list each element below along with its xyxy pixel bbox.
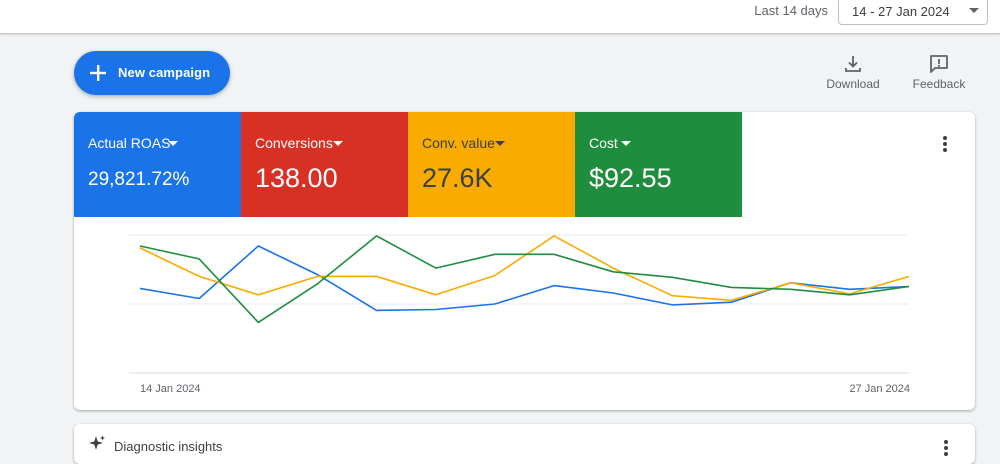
download-icon bbox=[845, 56, 861, 72]
scorecard-conversions[interactable]: Conversions 138.00 bbox=[241, 112, 408, 217]
scorecard-label: Conv. value bbox=[422, 135, 495, 151]
dropdown-arrow-icon bbox=[495, 141, 505, 146]
scorecard-label: Cost bbox=[589, 135, 618, 151]
scorecard-value: 138.00 bbox=[255, 163, 338, 193]
dropdown-arrow-icon bbox=[333, 141, 343, 146]
x-tick-label: 27 Jan 2024 bbox=[849, 383, 910, 395]
scorecard-actual-roas[interactable]: Actual ROAS 29,821.72% bbox=[74, 112, 241, 217]
performance-card: Actual ROAS 29,821.72% Conversions 138.0… bbox=[74, 112, 975, 410]
performance-chart: 14 Jan 2024 27 Jan 2024 bbox=[129, 234, 910, 395]
scorecard-conv-value[interactable]: Conv. value 27.6K bbox=[408, 112, 575, 217]
more-options-button[interactable] bbox=[936, 134, 954, 156]
top-bar: Last 14 days 14 - 27 Jan 2024 bbox=[0, 0, 1000, 34]
scorecard-cost[interactable]: Cost $92.55 bbox=[575, 112, 742, 217]
series-line-2 bbox=[139, 235, 910, 302]
feedback-button[interactable]: Feedback bbox=[904, 53, 974, 97]
date-range-value: 14 - 27 Jan 2024 bbox=[852, 4, 950, 19]
dropdown-arrow-icon bbox=[168, 141, 178, 146]
plus-icon bbox=[90, 65, 106, 81]
download-button[interactable]: Download bbox=[818, 53, 888, 97]
x-tick-label: 14 Jan 2024 bbox=[140, 383, 201, 395]
dropdown-arrow-icon bbox=[621, 141, 631, 146]
scorecard-value: $92.55 bbox=[589, 163, 672, 193]
diagnostic-insights-card: Diagnostic insights bbox=[74, 424, 975, 464]
new-campaign-button[interactable]: New campaign bbox=[74, 51, 230, 95]
date-range-select[interactable]: 14 - 27 Jan 2024 bbox=[838, 0, 988, 25]
new-campaign-label: New campaign bbox=[118, 65, 211, 80]
scorecard-value: 27.6K bbox=[422, 163, 493, 193]
scorecard-label: Conversions bbox=[255, 135, 333, 151]
more-vert-icon bbox=[936, 136, 954, 152]
diagnostic-insights-title: Diagnostic insights bbox=[114, 439, 223, 454]
feedback-label: Feedback bbox=[912, 77, 966, 91]
feedback-icon bbox=[930, 55, 948, 73]
sparkle-icon bbox=[89, 435, 105, 450]
download-label: Download bbox=[826, 77, 880, 91]
dropdown-arrow-icon bbox=[969, 8, 979, 13]
more-vert-icon bbox=[940, 440, 952, 456]
more-options-button[interactable] bbox=[940, 438, 952, 458]
scorecard-label: Actual ROAS bbox=[88, 135, 171, 151]
date-range-label: Last 14 days bbox=[754, 3, 828, 18]
series-line-3 bbox=[139, 235, 910, 324]
scorecard-value: 29,821.72% bbox=[88, 169, 190, 190]
